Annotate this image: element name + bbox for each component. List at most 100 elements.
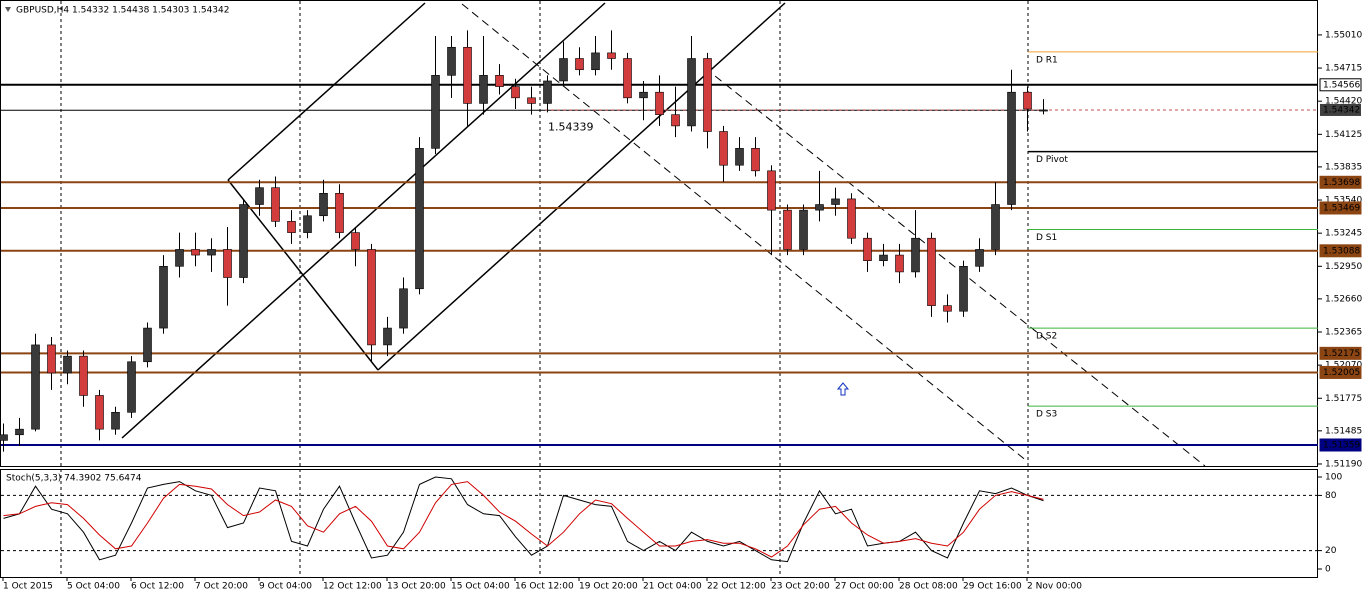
candle-body [927,237,936,306]
candle-body [127,361,136,413]
y-tick-label: 1.54715 [1325,64,1362,74]
trend-lines [121,2,786,439]
candle-body [975,249,984,267]
candle-body [207,249,216,256]
candle-body [623,58,632,99]
candle-body [655,91,664,115]
x-tick-label: 21 Oct 04:00 [643,582,702,592]
level-label: 1.53469 [1323,204,1360,214]
level-label: 1.53088 [1323,246,1360,256]
channel-line [227,2,426,181]
pivot-label: D S2 [1036,332,1057,342]
y-tick-label: 1.53245 [1325,229,1362,239]
x-tick-label: 22 Oct 12:00 [707,582,766,592]
x-tick-label: 6 Oct 12:00 [131,582,184,592]
candle-body [1023,91,1032,110]
level-box [1319,201,1362,215]
y-tick-label: 80 [1325,491,1337,501]
candle-body [783,209,792,250]
y-tick-label: 1.53835 [1325,162,1362,172]
candle-body [991,204,1000,250]
candle-body [159,265,168,329]
candle-body [847,198,856,239]
level-box [1319,438,1362,452]
x-tick-label: 15 Oct 04:00 [451,582,510,592]
y-tick-label: 1.52365 [1325,328,1362,338]
stoch-line [3,481,1044,558]
candle-body [527,97,536,104]
stoch-line [3,476,1044,563]
candle-body [319,192,328,217]
y-tick-label: 1.52950 [1325,262,1362,272]
x-tick-label: 28 Oct 08:00 [899,582,958,592]
candle-body [367,249,376,346]
candle-body [495,75,504,87]
x-tick-label: 5 Oct 04:00 [67,582,120,592]
candle-body [911,237,920,273]
candle-body [719,131,728,166]
candle-body [431,75,440,149]
candle-body [815,204,824,211]
level-label: 1.52175 [1323,349,1360,359]
candle-body [95,395,104,430]
candle-body [591,52,600,71]
candle-body [479,75,488,104]
y-tick-label: 1.54420 [1325,97,1362,107]
candle-body [383,327,392,346]
level-box [1319,365,1362,379]
level-label: 1.51359 [1323,440,1360,450]
candle-body [831,198,840,205]
x-tick-label: 9 Oct 04:00 [259,582,312,592]
candle-body [15,428,24,436]
candle-body [1039,109,1048,112]
candle-body [543,80,552,104]
candle-body [175,249,184,267]
level-label: 1.53698 [1323,178,1360,188]
candle-body [575,58,584,71]
stoch-title: Stoch(5,3,3) 74.3902 75.6474 [6,474,142,484]
candle-body [31,344,40,430]
candle-body [607,52,616,59]
y-tick-label: 1.52070 [1325,361,1362,371]
candle-body [639,91,648,99]
arrow-icon [836,382,850,396]
candle-body [191,249,200,256]
candle-body [447,46,456,76]
annotation-label: 1.54339 [548,120,594,133]
dashed-line [461,3,1029,463]
candle-body [463,46,472,104]
candle-body [223,249,232,278]
x-tick-label: 16 Oct 12:00 [515,582,574,592]
channel-line [121,2,606,439]
pivot-label: D R1 [1036,55,1058,65]
x-tick-label: 2 Nov 00:00 [1027,582,1082,592]
pivot-label: D S3 [1036,410,1057,420]
y-tick-label: 0 [1325,565,1331,575]
candle-body [287,221,296,233]
candle-body [879,254,888,261]
candle-body [1007,91,1016,205]
candle-body [751,148,760,172]
candle-body [943,305,952,312]
y-tick-label: 100 [1325,473,1342,483]
level-label: 1.52005 [1323,368,1360,378]
bid-label: 1.54342 [1323,105,1360,115]
y-tick-label: 20 [1325,546,1337,556]
chart-title: GBPUSD,H4 1.54332 1.54438 1.54303 1.5434… [16,6,229,16]
x-tick-label: 12 Oct 12:00 [323,582,382,592]
candle-body [271,187,280,222]
menu-icon [5,7,11,12]
level-box [1319,175,1362,189]
candle-body [671,114,680,127]
main-panel [0,0,1318,467]
y-tick-label: 1.54125 [1325,130,1362,140]
candle-body [415,148,424,290]
x-tick-label: 1 Oct 2015 [3,582,53,592]
candle-body [335,192,344,233]
x-tick-label: 23 Oct 20:00 [771,582,830,592]
y-tick-label: 1.51485 [1325,426,1362,436]
level-box [1319,346,1362,360]
candle-body [63,355,72,374]
candle-body [799,209,808,250]
